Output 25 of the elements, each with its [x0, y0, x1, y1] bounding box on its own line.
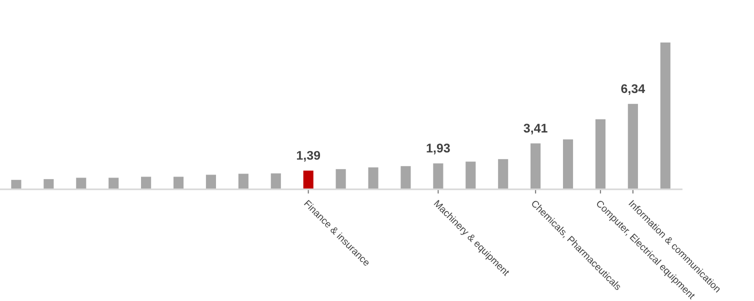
bar [108, 178, 119, 190]
bar [498, 159, 508, 190]
data-label: 1,39 [296, 150, 320, 162]
bar [466, 162, 476, 190]
bar [206, 174, 216, 190]
bar [76, 178, 86, 190]
bar [530, 143, 541, 190]
bar [141, 176, 152, 190]
bar [336, 169, 346, 190]
bar [44, 179, 54, 190]
bar [270, 173, 281, 190]
bar [660, 42, 670, 190]
bar [595, 119, 606, 190]
data-label: 3,41 [524, 124, 548, 134]
bar [400, 166, 411, 190]
bar [303, 170, 314, 190]
bar [238, 174, 248, 190]
bar [11, 180, 22, 190]
bar [628, 104, 638, 190]
data-label: 6,34 [621, 84, 646, 95]
bar [368, 167, 378, 190]
bar [562, 139, 574, 190]
bar [173, 176, 184, 190]
data-label: 1,93 [426, 144, 450, 154]
bar [433, 163, 444, 190]
